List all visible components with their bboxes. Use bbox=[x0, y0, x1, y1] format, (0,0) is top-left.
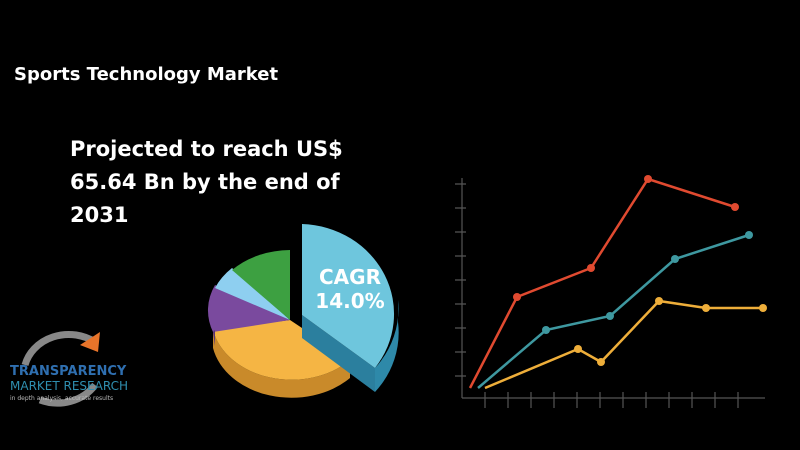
line-illustration bbox=[455, 175, 767, 408]
headline-line: 2031 bbox=[70, 203, 128, 227]
cagr-label: CAGR bbox=[319, 265, 381, 289]
logo-name: TRANSPARENCY bbox=[10, 364, 127, 379]
logo-tagline: in depth analysis, accurate results bbox=[10, 395, 113, 402]
logo: TRANSPARENCY MARKET RESEARCH in depth an… bbox=[10, 330, 128, 407]
logo-subname: MARKET RESEARCH bbox=[10, 379, 128, 393]
title: Sports Technology Market bbox=[14, 64, 278, 85]
headline-line: Projected to reach US$ bbox=[70, 137, 343, 161]
pie-illustration: CAGR 14.0% bbox=[207, 224, 399, 398]
cagr-value: 14.0% bbox=[315, 289, 384, 313]
headline-line: 65.64 Bn by the end of bbox=[70, 170, 341, 194]
